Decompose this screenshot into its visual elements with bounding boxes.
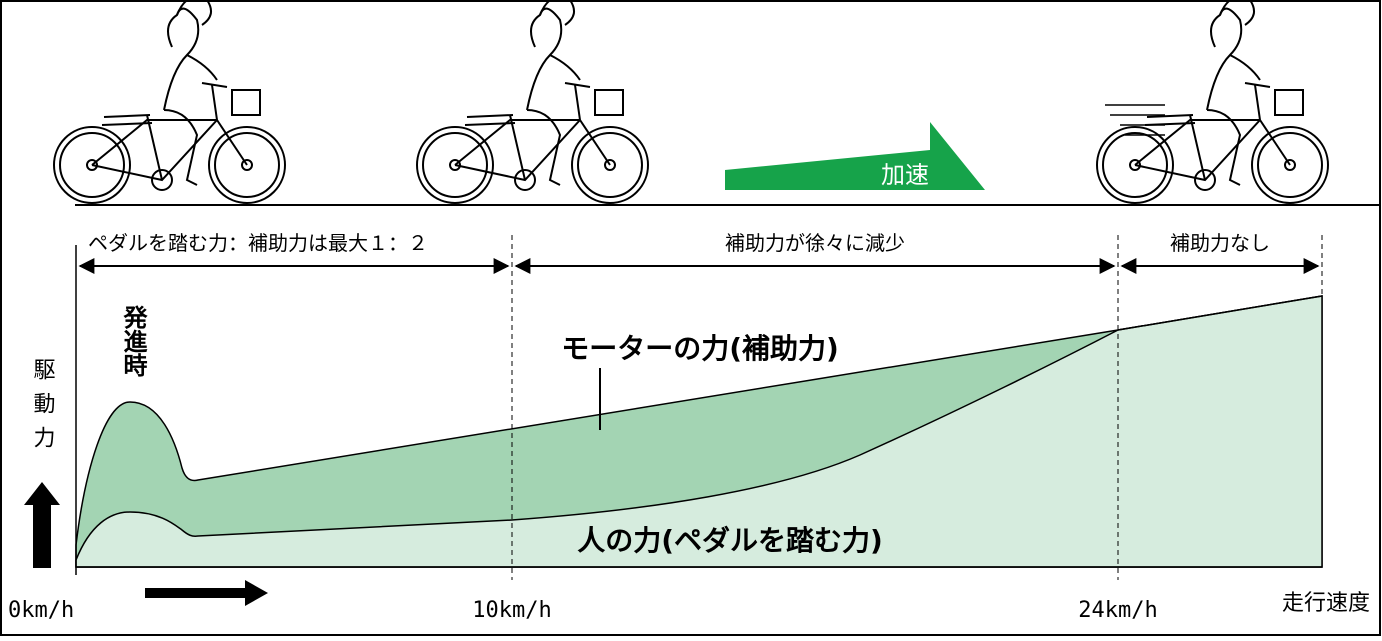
bicycle-start [53, 0, 286, 204]
start-label: 発進時 [119, 304, 148, 378]
speed-lines [1105, 104, 1165, 136]
up-arrow [24, 482, 60, 568]
motor-label: モーターの力(補助力) [561, 332, 839, 365]
accel-label: 加速 [881, 161, 929, 189]
top-line [1117, 295, 1323, 331]
phase-label: 補助力が徐々に減少 [725, 231, 905, 255]
phase-label: 補助力なし [1170, 231, 1270, 255]
bicycle-fast [1096, 0, 1329, 204]
y-axis-label: 駆動力 [30, 358, 56, 460]
human-area [75, 295, 1323, 568]
right-arrow [145, 580, 268, 606]
accel-arrow [725, 122, 985, 190]
speed-label: 10km/h [472, 598, 551, 623]
x-axis-label: 走行速度 [1282, 591, 1370, 616]
bicycle-mid [416, 0, 649, 204]
human-label: 人の力(ペダルを踏む力) [577, 524, 883, 557]
phase-label: ペダルを踏む力：補助力は最大１：２ [88, 231, 428, 255]
speed-label: 0km/h [8, 598, 74, 623]
speed-label: 24km/h [1078, 598, 1157, 623]
